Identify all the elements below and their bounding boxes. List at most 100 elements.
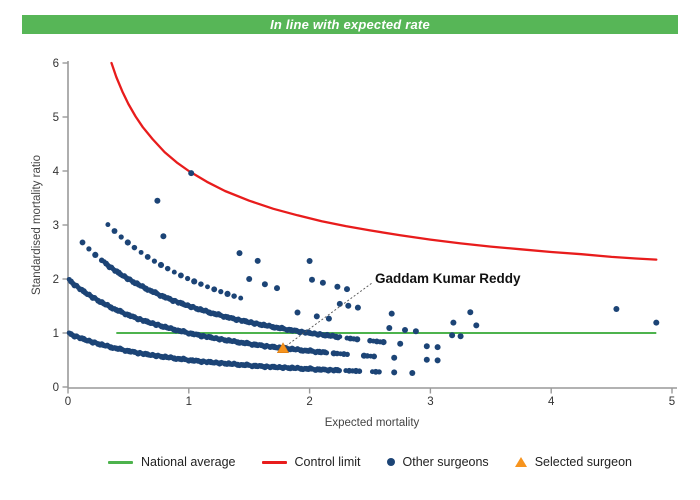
other-surgeon-point[interactable] [211, 286, 218, 293]
other-surgeon-point[interactable] [449, 332, 456, 339]
x-tick-label: 3 [427, 396, 433, 408]
other-surgeon-point[interactable] [354, 336, 361, 343]
legend-item-other-surgeons: Other surgeons [386, 455, 489, 469]
other-surgeon-point[interactable] [164, 265, 171, 272]
other-surgeon-point[interactable] [344, 286, 350, 293]
other-surgeon-point[interactable] [306, 258, 313, 264]
y-tick-label: 0 [53, 382, 59, 394]
national-average-line-icon [108, 460, 133, 464]
legend-label: National average [141, 455, 236, 469]
x-tick-label: 1 [186, 396, 192, 408]
status-banner-text: In line with expected rate [270, 17, 430, 32]
legend-item-control-limit: Control limit [261, 455, 361, 469]
other-surgeon-point[interactable] [188, 170, 195, 177]
other-surgeon-point[interactable] [154, 197, 161, 204]
other-surgeon-point[interactable] [231, 293, 237, 299]
selected-surgeon-label: Gaddam Kumar Reddy [375, 271, 521, 286]
other-surgeon-point[interactable] [473, 322, 480, 329]
other-surgeon-point[interactable] [397, 340, 404, 347]
y-tick-label: 1 [53, 328, 59, 340]
other-surgeon-point[interactable] [376, 369, 382, 375]
other-surgeon-point[interactable] [450, 319, 457, 326]
other-surgeon-point[interactable] [344, 351, 350, 358]
other-surgeon-point[interactable] [336, 300, 343, 307]
other-surgeon-point[interactable] [409, 370, 416, 376]
other-surgeon-point[interactable] [144, 253, 151, 260]
other-surgeon-point[interactable] [274, 285, 280, 292]
other-surgeon-point[interactable] [184, 275, 191, 282]
other-surgeon-point[interactable] [205, 284, 210, 290]
other-surgeon-point[interactable] [246, 276, 253, 282]
other-surgeon-point[interactable] [238, 295, 244, 301]
other-surgeon-point[interactable] [457, 333, 464, 340]
other-surgeon-point[interactable] [224, 290, 231, 297]
other-surgeon-point[interactable] [412, 328, 419, 335]
y-tick-label: 2 [53, 274, 59, 286]
legend-label: Other surgeons [402, 455, 489, 469]
other-surgeon-point[interactable] [371, 353, 378, 360]
other-surgeon-point[interactable] [105, 222, 111, 228]
selected-surgeon-marker[interactable] [276, 342, 290, 354]
other-surgeons-dot-icon [386, 458, 395, 466]
other-surgeon-point[interactable] [118, 234, 124, 240]
legend-label: Selected surgeon [534, 455, 632, 469]
other-surgeon-point[interactable] [151, 258, 158, 264]
other-surgeon-point[interactable] [92, 251, 99, 258]
chart-legend: National average Control limit Other sur… [68, 455, 672, 469]
other-surgeon-point[interactable] [336, 367, 342, 374]
other-surgeon-point[interactable] [131, 244, 138, 251]
other-surgeon-point[interactable] [388, 310, 395, 317]
x-tick-label: 5 [669, 396, 675, 408]
other-surgeon-point[interactable] [177, 272, 184, 279]
other-surgeon-point[interactable] [391, 369, 398, 376]
other-surgeon-point[interactable] [402, 327, 408, 333]
other-surgeon-point[interactable] [261, 281, 268, 288]
other-surgeon-point[interactable] [218, 288, 224, 295]
other-surgeon-point[interactable] [334, 283, 341, 290]
other-surgeon-point[interactable] [613, 306, 620, 312]
y-tick-label: 6 [53, 58, 59, 70]
legend-item-selected-surgeon: Selected surgeon [514, 455, 632, 469]
other-surgeon-point[interactable] [236, 250, 243, 257]
other-surgeon-point[interactable] [423, 343, 430, 350]
other-surgeon-point[interactable] [434, 344, 441, 351]
other-surgeon-point[interactable] [391, 354, 398, 361]
other-surgeon-point[interactable] [323, 350, 330, 356]
other-surgeon-point[interactable] [309, 276, 315, 283]
other-surgeon-point[interactable] [467, 309, 474, 316]
other-surgeon-point[interactable] [345, 302, 352, 309]
annotation-leader-line [285, 282, 373, 347]
other-surgeon-point[interactable] [434, 357, 441, 364]
other-surgeon-point[interactable] [653, 319, 660, 326]
x-tick-label: 4 [548, 396, 555, 408]
other-surgeon-point[interactable] [191, 278, 198, 285]
other-surgeon-point[interactable] [111, 228, 118, 234]
other-surgeon-point[interactable] [319, 279, 326, 286]
other-surgeon-point[interactable] [157, 261, 165, 269]
other-surgeon-point[interactable] [198, 281, 204, 287]
y-tick-label: 3 [53, 220, 59, 232]
legend-item-national-average: National average [108, 455, 236, 469]
x-tick-label: 0 [65, 396, 71, 408]
other-surgeon-point[interactable] [86, 246, 92, 252]
other-surgeon-point[interactable] [79, 239, 86, 246]
other-surgeon-point[interactable] [337, 334, 343, 340]
other-surgeon-point[interactable] [380, 339, 387, 346]
other-surgeon-point[interactable] [171, 269, 177, 275]
other-surgeon-point[interactable] [294, 309, 301, 316]
other-surgeon-point[interactable] [138, 249, 144, 255]
other-surgeon-point[interactable] [98, 257, 105, 264]
other-surgeon-point[interactable] [423, 356, 430, 363]
other-surgeon-point[interactable] [160, 233, 167, 240]
other-surgeon-point[interactable] [313, 313, 320, 320]
plot-series [66, 61, 660, 376]
other-surgeon-point[interactable] [124, 239, 131, 246]
other-surgeon-point[interactable] [386, 325, 393, 331]
selected-surgeon-triangle-icon [514, 457, 527, 467]
other-surgeon-point[interactable] [325, 315, 332, 322]
other-surgeon-point[interactable] [254, 257, 261, 264]
other-surgeon-point[interactable] [356, 368, 363, 374]
y-tick-label: 4 [53, 166, 60, 178]
other-surgeon-point[interactable] [354, 304, 361, 311]
